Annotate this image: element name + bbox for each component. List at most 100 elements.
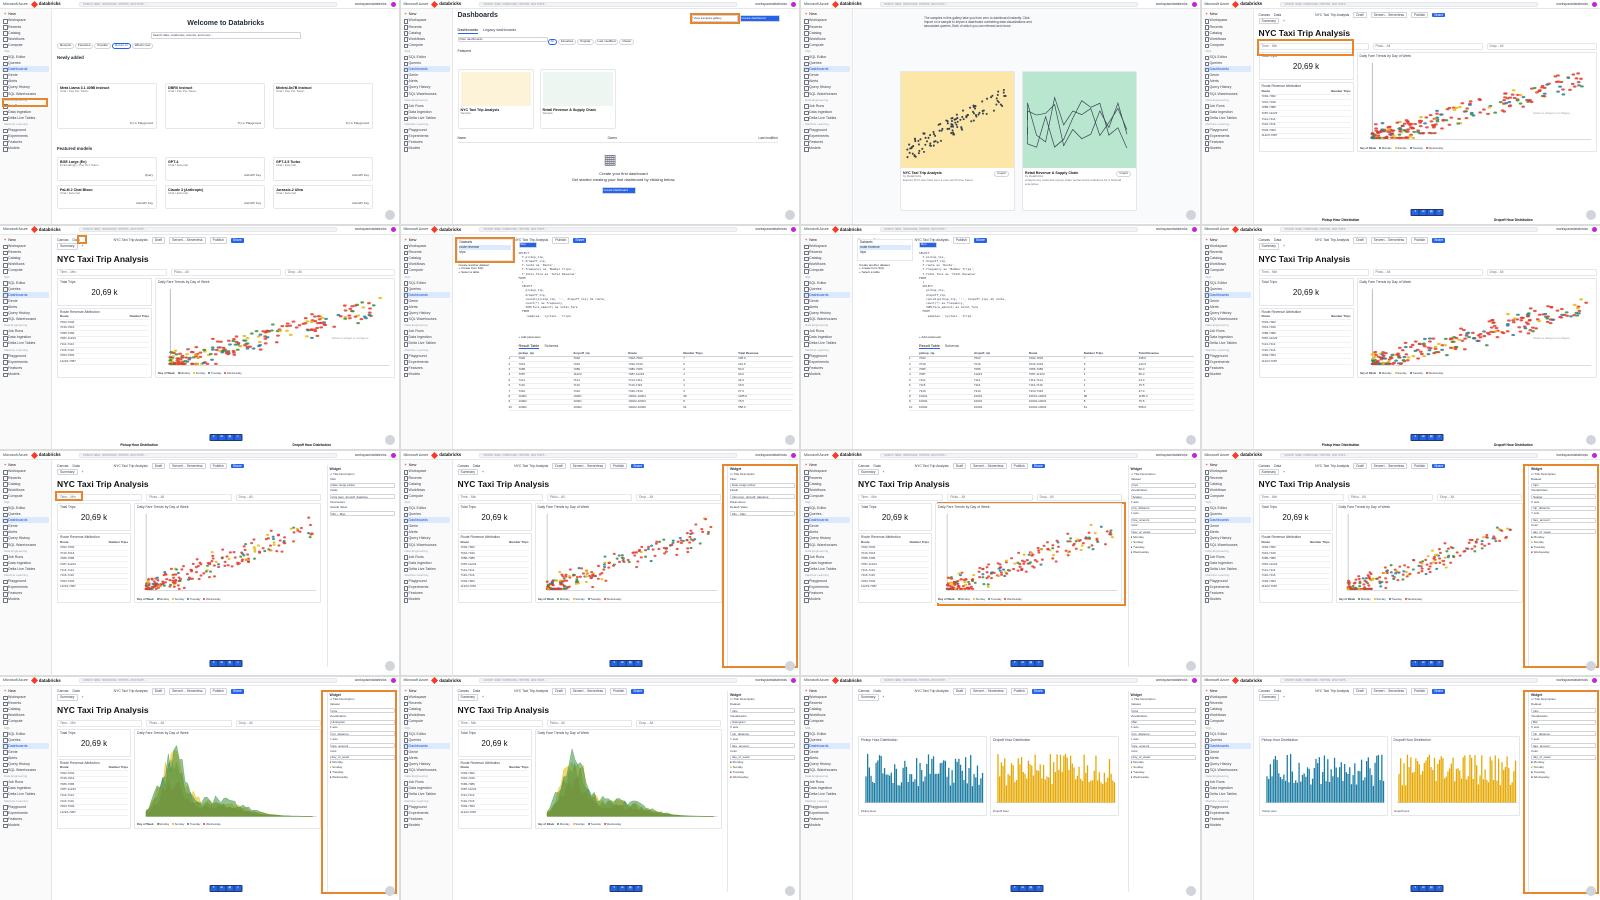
- page-tab-summary[interactable]: Summary: [1258, 694, 1280, 701]
- visualization-select[interactable]: Bar: [1130, 719, 1196, 725]
- title-checkbox[interactable]: ☑ Title: [1130, 698, 1140, 702]
- color-swatch[interactable]: ■: [730, 766, 733, 770]
- add-page-icon[interactable]: +: [81, 695, 84, 700]
- sidebar-item-catalog[interactable]: Catalog: [403, 481, 450, 488]
- sidebar-item-job-runs[interactable]: Job Runs: [2, 554, 49, 561]
- databricks-logo[interactable]: databricks: [1232, 676, 1262, 685]
- workspace-name[interactable]: workspacedatabricks: [1155, 227, 1188, 232]
- tab-data[interactable]: Data: [1274, 463, 1282, 468]
- sidebar-item-delta-live-tables[interactable]: Delta Live Tables: [2, 115, 49, 122]
- y-axis-field[interactable]: fare_amount: [1531, 743, 1596, 749]
- sidebar-item-query-history[interactable]: Query History: [403, 85, 450, 91]
- toolbar-button-0[interactable]: ▾: [1411, 660, 1419, 666]
- sidebar-item-workspace[interactable]: Workspace: [1204, 18, 1251, 24]
- sidebar-item-playground[interactable]: Playground: [403, 127, 450, 134]
- tab-canvas[interactable]: Canvas: [457, 463, 470, 468]
- global-search[interactable]: Search data, notebooks, recents, and mor…: [78, 227, 337, 232]
- pill-what-s-new[interactable]: What's new: [131, 43, 154, 49]
- sidebar-item-workspace[interactable]: Workspace: [2, 18, 49, 24]
- tab-canvas[interactable]: Canvas: [457, 689, 470, 694]
- route-table-widget[interactable]: Route Revenue Attribution Route Number Tri…: [457, 758, 532, 829]
- sidebar-item-delta-live-tables[interactable]: Delta Live Tables: [1204, 115, 1251, 122]
- serverless-select[interactable]: Serverl... Serverless: [970, 688, 1007, 695]
- sidebar-item-delta-live-tables[interactable]: Delta Live Tables: [1204, 341, 1251, 347]
- sidebar-item-experiments[interactable]: Experiments: [403, 359, 450, 366]
- filter-widget-0[interactable]: Time... Min: [457, 719, 543, 727]
- assistant-fab[interactable]: [1185, 435, 1196, 445]
- filter-pill[interactable]: Favorites: [557, 38, 577, 45]
- workspace-name[interactable]: workspacedatabricks: [1556, 227, 1588, 232]
- user-avatar[interactable]: [390, 227, 396, 232]
- color-swatch[interactable]: ■: [1531, 776, 1534, 780]
- sidebar-item-genie[interactable]: Genie: [403, 523, 450, 530]
- sidebar-item-data-ingestion[interactable]: Data Ingestion: [1204, 334, 1251, 341]
- workspace-name[interactable]: workspacedatabricks: [755, 1, 787, 6]
- sidebar-item-compute[interactable]: Compute: [403, 267, 450, 274]
- dataset-select[interactable]: trips: [1130, 708, 1196, 714]
- sidebar-item-recents[interactable]: Recents: [403, 475, 450, 481]
- sidebar-item-genie[interactable]: Genie: [2, 298, 49, 305]
- sidebar-item-sql-warehouses[interactable]: SQL Warehouses: [803, 91, 850, 97]
- sidebar-item-data-ingestion[interactable]: Data Ingestion: [2, 109, 49, 116]
- filter-type-select[interactable]: Date range picker: [329, 482, 395, 488]
- sidebar-item-recents[interactable]: Recents: [2, 475, 49, 481]
- sidebar-item-job-runs[interactable]: Job Runs: [803, 103, 850, 110]
- new-button[interactable]: + New: [2, 462, 49, 469]
- sidebar-item-sql-editor[interactable]: SQL Editor: [2, 505, 49, 512]
- dataset-item[interactable]: route revenue: [458, 245, 511, 251]
- sidebar-item-alerts[interactable]: Alerts: [1204, 755, 1251, 762]
- databricks-logo[interactable]: databricks: [30, 225, 61, 234]
- page-tab-summary[interactable]: Summary: [57, 243, 78, 250]
- share-button[interactable]: Share: [573, 238, 587, 243]
- sidebar-item-sql-editor[interactable]: SQL Editor: [403, 731, 450, 737]
- new-button[interactable]: + New: [1204, 237, 1251, 244]
- sidebar-item-compute[interactable]: Compute: [2, 493, 49, 500]
- toolbar-button-0[interactable]: ▾: [1411, 434, 1419, 440]
- sidebar-item-queries[interactable]: Queries: [403, 60, 450, 67]
- assistant-fab[interactable]: [1185, 209, 1196, 220]
- toolbar-button-3[interactable]: ▽: [234, 885, 242, 891]
- assistant-fab[interactable]: [785, 435, 795, 445]
- pill-popular[interactable]: Popular: [94, 43, 111, 49]
- filter-type-select[interactable]: Date range picker: [730, 482, 795, 488]
- color-swatch[interactable]: ■: [1531, 540, 1534, 544]
- filter-pill[interactable]: All: [547, 38, 557, 45]
- sidebar-item-features[interactable]: Features: [2, 139, 49, 146]
- color-field[interactable]: day_of_week: [1130, 529, 1196, 535]
- page-tab-summary[interactable]: Summary: [1258, 17, 1280, 25]
- toolbar-button-0[interactable]: ▾: [610, 660, 618, 666]
- workspace-name[interactable]: workspacedatabricks: [354, 678, 387, 683]
- assistant-fab[interactable]: [785, 886, 795, 896]
- x-axis-field[interactable]: trip_distance: [1531, 731, 1596, 737]
- page-tab-summary[interactable]: Summary: [858, 468, 879, 476]
- share-button[interactable]: Share: [1432, 689, 1446, 694]
- publish-button[interactable]: Publish: [952, 237, 970, 244]
- sidebar-item-recents[interactable]: Recents: [1204, 475, 1251, 481]
- toolbar-button-0[interactable]: ▾: [210, 660, 218, 666]
- default-range[interactable]: Min – Max: [730, 511, 795, 517]
- sidebar-item-dashboards[interactable]: Dashboards: [1203, 291, 1251, 299]
- sidebar-item-compute[interactable]: Compute: [2, 42, 49, 49]
- tab-canvas[interactable]: Canvas: [57, 238, 69, 243]
- kpi-widget[interactable]: Total Trips 20,69 k: [57, 503, 131, 531]
- tab-data[interactable]: Data: [873, 463, 881, 468]
- sidebar-item-features[interactable]: Features: [803, 365, 850, 372]
- filter-widget-0[interactable]: Time... Min: [57, 719, 143, 727]
- toolbar-button-2[interactable]: ▤: [226, 885, 234, 891]
- sidebar-item-delta-live-tables[interactable]: Delta Live Tables: [803, 566, 850, 573]
- sidebar-item-query-history[interactable]: Query History: [1204, 536, 1251, 542]
- sidebar-item-workflows[interactable]: Workflows: [403, 261, 450, 268]
- sidebar-item-alerts[interactable]: Alerts: [403, 529, 450, 536]
- sidebar-item-recents[interactable]: Recents: [403, 249, 450, 256]
- toolbar-button-3[interactable]: ▽: [634, 660, 642, 666]
- route-table-widget[interactable]: Route Revenue Attribution Route Number Tri…: [1258, 307, 1354, 378]
- tab-data[interactable]: Data: [473, 463, 481, 468]
- model-card[interactable]: Mixtral-8x7B Instruct Chat / Pay Per Toke…: [273, 83, 373, 129]
- color-swatch[interactable]: ■: [730, 761, 733, 765]
- sidebar-item-job-runs[interactable]: Job Runs: [1204, 328, 1251, 335]
- user-avatar[interactable]: [1191, 678, 1197, 683]
- sidebar-item-models[interactable]: Models: [403, 371, 450, 378]
- global-search[interactable]: Search data, notebooks, recents, and mor…: [78, 678, 337, 683]
- sidebar-item-features[interactable]: Features: [803, 590, 850, 597]
- tab-data[interactable]: Data: [473, 689, 481, 694]
